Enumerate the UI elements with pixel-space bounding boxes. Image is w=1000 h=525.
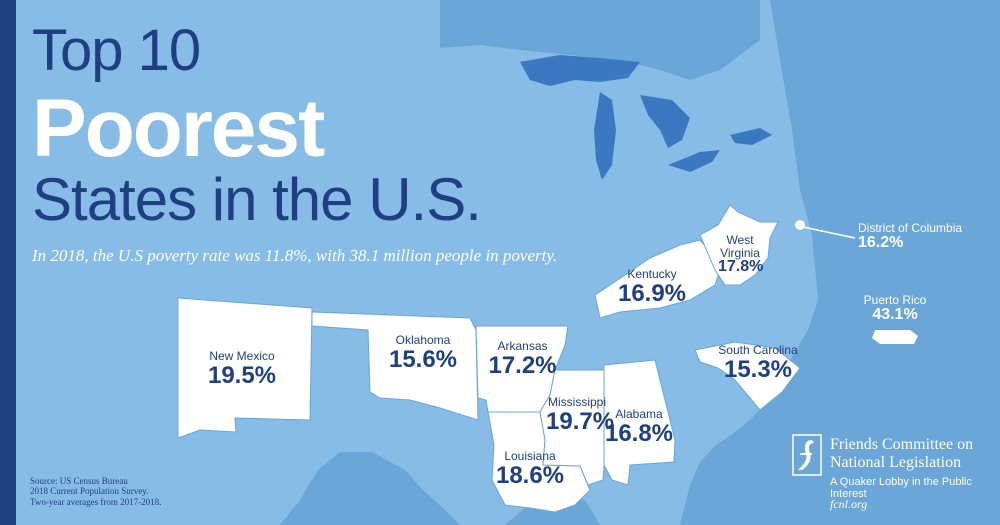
- puerto-rico-shape: [872, 330, 918, 344]
- subtitle: In 2018, the U.S poverty rate was 11.8%,…: [32, 246, 558, 265]
- lake-ontario: [730, 128, 772, 145]
- state-rate: 16.9%: [617, 279, 687, 307]
- label-puerto-rico: Puerto Rico 43.1%: [860, 294, 930, 323]
- source-line-1: Source: US Census Bureau: [30, 476, 128, 486]
- state-rate: 43.1%: [872, 305, 918, 323]
- state-name: Arkansas: [497, 339, 548, 353]
- title-line-3: States in the U.S.: [32, 166, 482, 233]
- lake-huron: [640, 95, 690, 148]
- state-rate: 15.6%: [388, 345, 458, 373]
- title-line-1: Top 10: [32, 18, 201, 83]
- canada: [440, 0, 760, 80]
- new-mexico-shape: [177, 297, 313, 439]
- west-virginia-shape: [699, 204, 779, 286]
- state-name: Alabama: [615, 407, 663, 421]
- org-name: Friends Committee on National Legislatio…: [830, 436, 973, 473]
- source-line-3: Two-year averages from 2017-2018.: [30, 496, 162, 507]
- fcnl-logo-icon: [792, 434, 822, 476]
- atlantic-coast: [812, 235, 830, 300]
- org-name-line-1: Friends Committee on: [830, 436, 974, 453]
- state-name: Kentucky: [627, 267, 677, 281]
- org-tagline: A Quaker Lobby in the Public Interest: [830, 476, 972, 500]
- state-rate: 19.7%: [546, 407, 615, 435]
- south-carolina-shape: [694, 341, 801, 411]
- state-name: Oklahoma: [395, 333, 451, 347]
- label-louisiana: Louisiana 18.6%: [494, 450, 566, 488]
- state-name: Louisiana: [504, 449, 556, 463]
- label-oklahoma: Oklahoma 15.6%: [378, 334, 468, 372]
- label-district-of-columbia: District of Columbia 16.2%: [858, 222, 998, 251]
- state-name: Mississippi: [547, 395, 606, 409]
- state-name: South Carolina: [718, 343, 798, 357]
- label-kentucky: Kentucky 16.9%: [612, 268, 692, 306]
- label-arkansas: Arkansas 17.2%: [480, 340, 565, 378]
- state-name: District of Columbia: [858, 221, 963, 235]
- state-rate: 17.2%: [488, 351, 557, 379]
- left-accent-bar: [0, 0, 16, 525]
- title-line-2: Poorest: [32, 83, 325, 174]
- lake-erie: [668, 150, 720, 172]
- source-line-2: 2018 Current Population Survey.: [30, 486, 149, 497]
- org-name-line-2: National Legislation: [830, 454, 962, 472]
- lake-michigan: [594, 92, 616, 180]
- state-name: West Virginia: [720, 233, 760, 260]
- oklahoma-shape: [311, 311, 479, 421]
- state-rate: 18.6%: [495, 461, 565, 489]
- source-note: Source: US Census Bureau 2018 Current Po…: [30, 476, 161, 507]
- state-rate: 16.8%: [604, 419, 674, 447]
- label-new-mexico: New Mexico 19.5%: [192, 350, 292, 388]
- state-name: Puerto Rico: [863, 293, 927, 307]
- label-mississippi: Mississippi 19.7%: [546, 395, 615, 435]
- label-west-virginia: West Virginia 17.8%: [718, 233, 764, 276]
- label-south-carolina: South Carolina 15.3%: [708, 344, 808, 382]
- gulf-of-mexico: [300, 470, 460, 525]
- lake-superior: [520, 55, 640, 86]
- org-url[interactable]: fcnl.org: [830, 497, 868, 511]
- state-name: New Mexico: [209, 349, 275, 363]
- alabama-shape: [603, 359, 676, 486]
- dc-marker: [795, 220, 805, 230]
- state-rate: 19.5%: [207, 361, 277, 389]
- dc-leader-line: [802, 226, 856, 239]
- state-rate: 15.3%: [723, 355, 793, 383]
- state-rate: 17.8%: [718, 258, 764, 276]
- state-rate: 16.2%: [858, 233, 904, 251]
- label-alabama: Alabama 16.8%: [604, 408, 674, 446]
